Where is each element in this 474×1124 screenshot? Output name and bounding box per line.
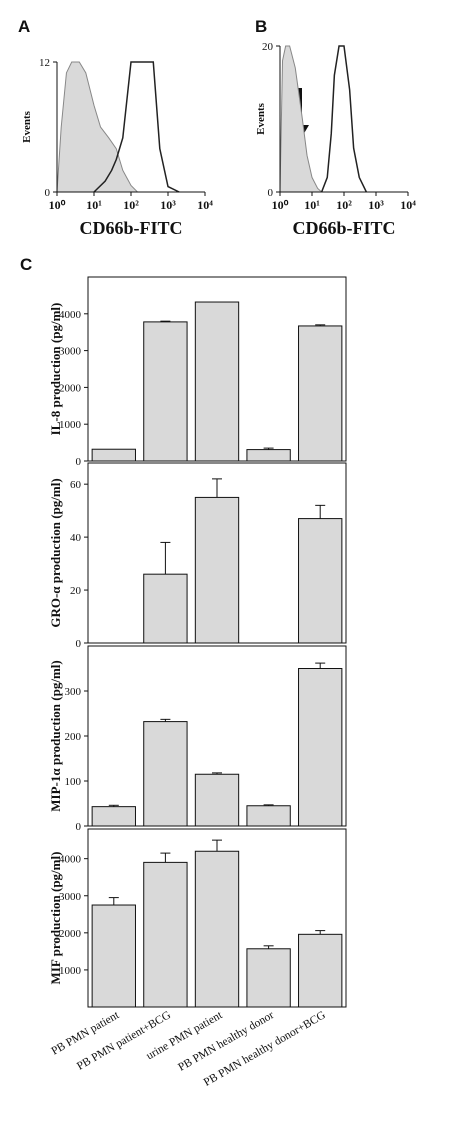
y-axis-label: IL-8 production (pg/ml) bbox=[48, 303, 63, 436]
y-axis-label: Events bbox=[21, 110, 33, 143]
y-tick-label: 1000 bbox=[59, 965, 82, 977]
histogram-area bbox=[56, 61, 139, 193]
x-tick-label: 10¹ bbox=[304, 198, 320, 212]
bar bbox=[246, 449, 291, 462]
histogram-line bbox=[320, 45, 368, 193]
x-tick-label: 10³ bbox=[160, 198, 176, 212]
y-tick-label: 0 bbox=[76, 456, 82, 468]
y-tick-label: 2000 bbox=[59, 928, 82, 940]
bar bbox=[143, 573, 188, 644]
bar bbox=[298, 668, 343, 827]
y-tick-label: 1000 bbox=[59, 419, 82, 431]
y-axis-label: Events bbox=[255, 102, 267, 135]
y-tick-label: 4000 bbox=[59, 854, 82, 866]
bar bbox=[143, 721, 188, 827]
x-axis-label: CD66b-FITC bbox=[292, 218, 395, 238]
y-tick-label: 4000 bbox=[59, 309, 82, 321]
y-tick-label: 100 bbox=[65, 776, 82, 788]
bar bbox=[194, 301, 240, 462]
y-tick-label: 20 bbox=[70, 585, 82, 597]
x-tick-label: 10² bbox=[336, 198, 352, 212]
x-axis-label: CD66b-FITC bbox=[79, 218, 182, 238]
y-tick-label: 0 bbox=[76, 638, 82, 650]
y-axis-label: GRO-α production (pg/ml) bbox=[48, 478, 63, 627]
y-tick-label: 3000 bbox=[59, 346, 82, 358]
bar bbox=[298, 518, 343, 644]
bar bbox=[246, 948, 291, 1008]
y-axis-label: MIP-1α production (pg/ml) bbox=[48, 660, 63, 811]
bar bbox=[246, 805, 291, 827]
x-tick-label: PB PMN patient+BCG bbox=[75, 1009, 173, 1072]
bar bbox=[143, 861, 188, 1008]
y-tick-label: 40 bbox=[70, 532, 82, 544]
y-tick-label: 2000 bbox=[59, 382, 82, 394]
x-tick-label: 10⁴ bbox=[197, 198, 213, 212]
x-tick-label: 10⁰ bbox=[49, 198, 66, 212]
panel-label: A bbox=[18, 17, 30, 36]
bar bbox=[91, 448, 136, 462]
bar bbox=[194, 773, 240, 827]
bar bbox=[91, 806, 136, 827]
y-tick-label: 200 bbox=[65, 731, 82, 743]
bar bbox=[298, 325, 343, 462]
histogram-area bbox=[279, 45, 323, 193]
x-tick-label: 10³ bbox=[368, 198, 384, 212]
x-tick-label: 10⁴ bbox=[400, 198, 416, 212]
bar bbox=[91, 904, 136, 1008]
y-tick-label: 0 bbox=[45, 187, 51, 199]
y-tick-label: 20 bbox=[262, 41, 274, 53]
bar bbox=[298, 933, 343, 1008]
y-tick-label: 300 bbox=[65, 686, 82, 698]
x-tick-label: 10⁰ bbox=[272, 198, 289, 212]
y-axis-label: MIF production (pg/ml) bbox=[48, 852, 63, 985]
x-tick-label: 10² bbox=[123, 198, 139, 212]
x-tick-label: 10¹ bbox=[86, 198, 102, 212]
y-tick-label: 60 bbox=[70, 479, 82, 491]
y-tick-label: 3000 bbox=[59, 891, 82, 903]
bar bbox=[194, 496, 240, 644]
histogram-line bbox=[93, 61, 180, 193]
bar bbox=[143, 321, 188, 462]
y-tick-label: 0 bbox=[76, 821, 82, 833]
y-tick-label: 0 bbox=[268, 187, 274, 199]
panel-label: B bbox=[255, 17, 267, 36]
panel-label: C bbox=[20, 255, 32, 274]
y-tick-label: 12 bbox=[39, 57, 50, 69]
bar bbox=[194, 850, 240, 1008]
